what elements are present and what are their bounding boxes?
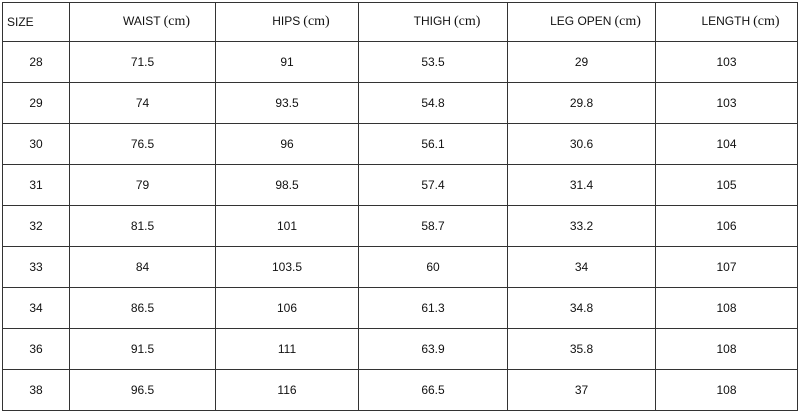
table-cell: 79 <box>69 164 216 206</box>
table-cell: 29 <box>507 41 656 83</box>
table-row: 34 86.5 106 61.3 34.8 108 <box>2 287 798 329</box>
table-cell: 36 <box>2 328 70 370</box>
table-cell: 108 <box>655 287 798 329</box>
table-cell: 103 <box>655 41 798 83</box>
table-row: 31 79 98.5 57.4 31.4 105 <box>2 164 798 206</box>
table-cell: 91 <box>215 41 359 83</box>
header-name: HIPS <box>272 14 301 28</box>
table-cell: 66.5 <box>358 369 508 411</box>
header-cell: LEG OPEN (cm) <box>507 2 656 42</box>
table-cell: 29 <box>2 82 70 124</box>
table-cell: 103 <box>655 82 798 124</box>
table-cell: 103.5 <box>215 246 359 288</box>
table-cell: 106 <box>215 287 359 329</box>
table-cell: 54.8 <box>358 82 508 124</box>
header-cell: SIZE <box>2 2 70 42</box>
header-cell: THIGH (cm) <box>358 2 508 42</box>
table-cell: 76.5 <box>69 123 216 165</box>
table-cell: 101 <box>215 205 359 247</box>
table-cell: 104 <box>655 123 798 165</box>
table-cell: 116 <box>215 369 359 411</box>
table-cell: 105 <box>655 164 798 206</box>
header-cell: LENGTH (cm) <box>655 2 798 42</box>
table-row: 30 76.5 96 56.1 30.6 104 <box>2 123 798 165</box>
table-cell: 38 <box>2 369 70 411</box>
table-cell: 60 <box>358 246 508 288</box>
table-cell: 53.5 <box>358 41 508 83</box>
table-cell: 33 <box>2 246 70 288</box>
table-row: 36 91.5 111 63.9 35.8 108 <box>2 328 798 370</box>
table-cell: 81.5 <box>69 205 216 247</box>
table-cell: 96 <box>215 123 359 165</box>
table-row: 32 81.5 101 58.7 33.2 106 <box>2 205 798 247</box>
header-unit: (cm) <box>614 14 641 29</box>
table-cell: 98.5 <box>215 164 359 206</box>
header-name: LENGTH <box>701 14 751 28</box>
table-cell: 34 <box>2 287 70 329</box>
table-cell: 71.5 <box>69 41 216 83</box>
table-cell: 32 <box>2 205 70 247</box>
table-cell: 108 <box>655 328 798 370</box>
table-cell: 35.8 <box>507 328 656 370</box>
header-unit: (cm) <box>163 14 190 29</box>
table-cell: 58.7 <box>358 205 508 247</box>
table-cell: 86.5 <box>69 287 216 329</box>
header-name: LEG OPEN <box>550 14 612 28</box>
header-name: SIZE <box>7 15 34 29</box>
header-unit: (cm) <box>453 14 481 29</box>
header-name: WAIST <box>123 14 161 28</box>
header-unit: (cm) <box>753 14 780 29</box>
table-row: 29 74 93.5 54.8 29.8 103 <box>2 82 798 124</box>
table-cell: 33.2 <box>507 205 656 247</box>
table-cell: 61.3 <box>358 287 508 329</box>
table-cell: 30.6 <box>507 123 656 165</box>
table-cell: 57.4 <box>358 164 508 206</box>
table-cell: 31.4 <box>507 164 656 206</box>
table-cell: 93.5 <box>215 82 359 124</box>
header-cell: HIPS (cm) <box>215 2 359 42</box>
table-cell: 108 <box>655 369 798 411</box>
header-cell: WAIST (cm) <box>69 2 216 42</box>
table-cell: 63.9 <box>358 328 508 370</box>
table-row: 38 96.5 116 66.5 37 108 <box>2 369 798 411</box>
table-cell: 106 <box>655 205 798 247</box>
table-cell: 107 <box>655 246 798 288</box>
table-cell: 34 <box>507 246 656 288</box>
table-cell: 84 <box>69 246 216 288</box>
table-row: 33 84 103.5 60 34 107 <box>2 246 798 288</box>
header-name: THIGH <box>413 14 451 28</box>
header-row: SIZE WAIST (cm) HIPS (cm) THIGH (cm) LEG OPEN (c… <box>2 2 798 42</box>
table-cell: 28 <box>2 41 70 83</box>
table-cell: 91.5 <box>69 328 216 370</box>
table-cell: 56.1 <box>358 123 508 165</box>
table-cell: 96.5 <box>69 369 216 411</box>
table-cell: 37 <box>507 369 656 411</box>
table-cell: 74 <box>69 82 216 124</box>
table-cell: 31 <box>2 164 70 206</box>
table-cell: 111 <box>215 328 359 370</box>
table-cell: 34.8 <box>507 287 656 329</box>
header-unit: (cm) <box>303 14 330 29</box>
table-cell: 29.8 <box>507 82 656 124</box>
table-body: 28 71.5 91 53.5 29 103 29 74 93.5 54.8 29.8 103 30 76… <box>2 41 798 411</box>
table-cell: 30 <box>2 123 70 165</box>
table-row: 28 71.5 91 53.5 29 103 <box>2 41 798 83</box>
